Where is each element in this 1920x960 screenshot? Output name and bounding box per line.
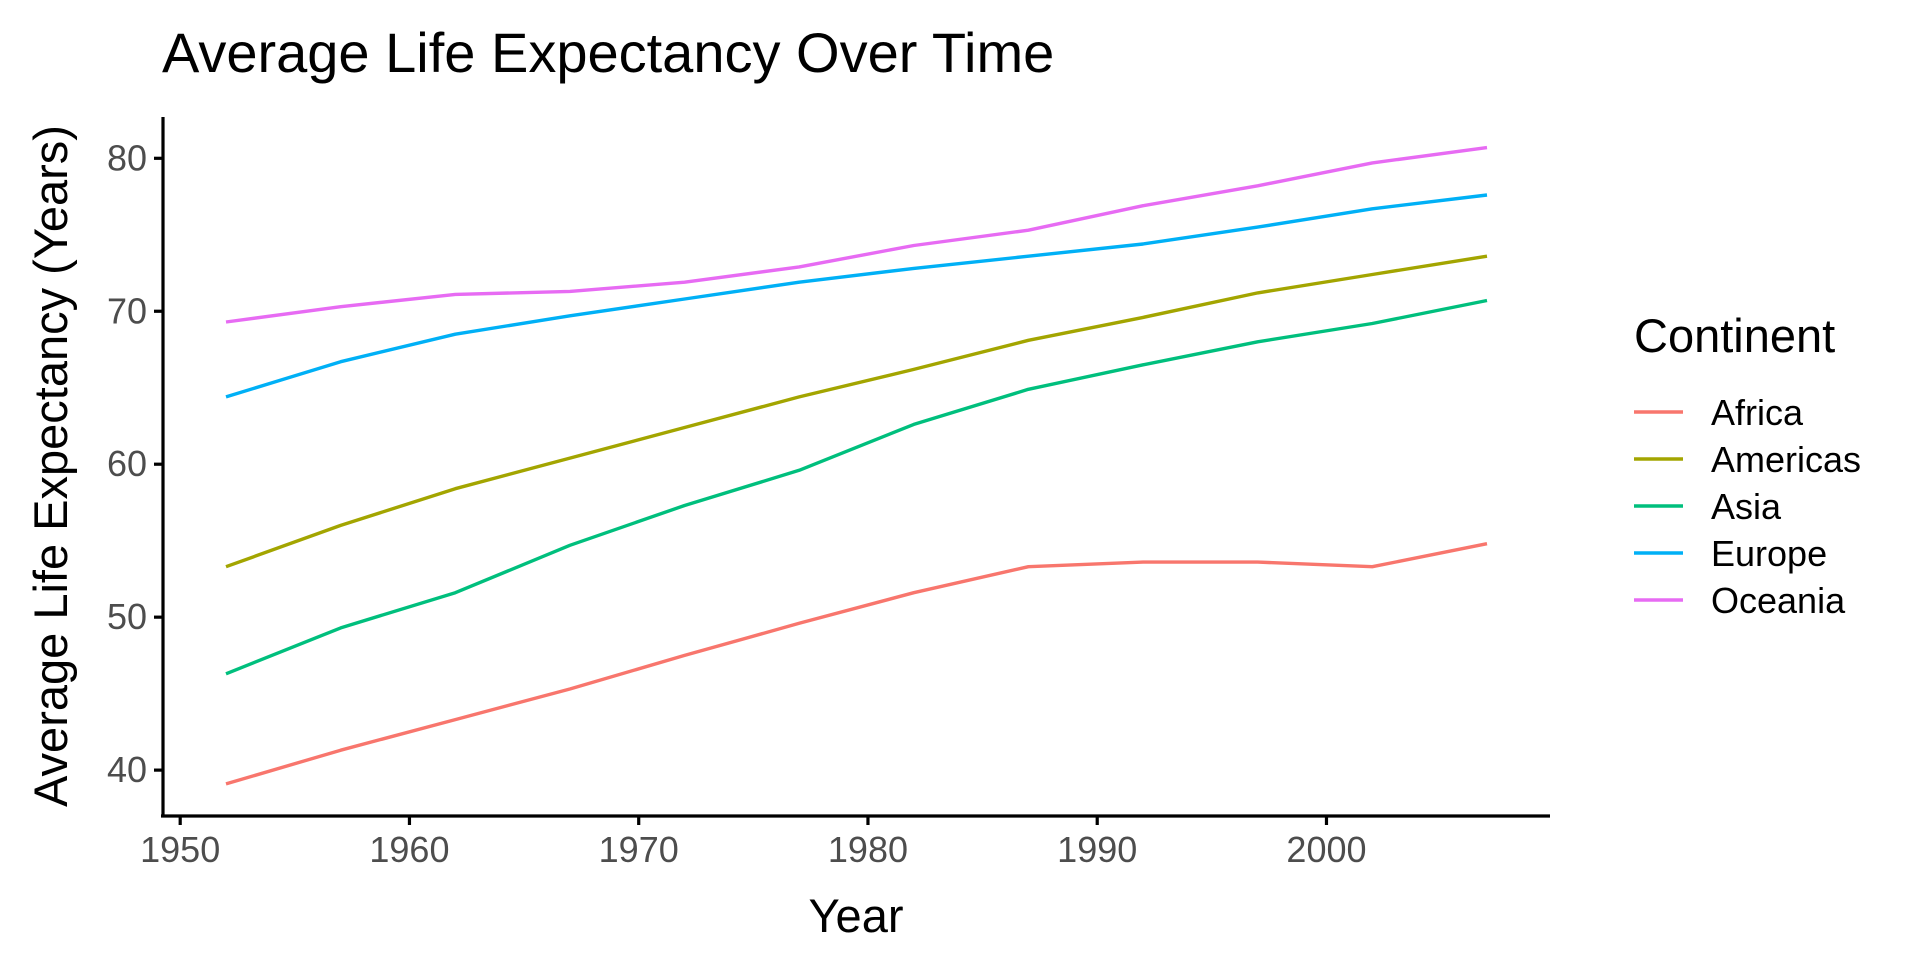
legend-label-americas: Americas	[1711, 439, 1861, 480]
x-tick-label: 2000	[1286, 829, 1366, 870]
x-tick-label: 1970	[599, 829, 679, 870]
legend-label-oceania: Oceania	[1711, 580, 1846, 621]
x-tick-label: 1980	[828, 829, 908, 870]
x-axis-title: Year	[809, 889, 904, 942]
legend-label-asia: Asia	[1711, 486, 1782, 527]
series-line-oceania	[225, 145, 1488, 324]
y-tick-label: 70	[107, 290, 147, 331]
x-tick-label: 1990	[1057, 829, 1137, 870]
series-line-asia	[225, 298, 1488, 676]
chart-title: Average Life Expectancy Over Time	[162, 21, 1054, 84]
series-line-americas	[225, 254, 1488, 569]
y-axis-title: Average Life Expectancy (Years)	[24, 125, 77, 807]
series-line-africa	[225, 542, 1488, 786]
series-line-europe	[225, 193, 1488, 399]
legend-title: Continent	[1634, 309, 1835, 362]
y-tick-label: 40	[107, 749, 147, 790]
x-tick-label: 1950	[140, 829, 220, 870]
y-axis-ticks: 40 50 60 70 80	[107, 137, 163, 790]
legend-label-africa: Africa	[1711, 392, 1804, 433]
y-tick-label: 80	[107, 137, 147, 178]
x-tick-label: 1960	[369, 829, 449, 870]
legend-label-europe: Europe	[1711, 533, 1827, 574]
y-tick-label: 50	[107, 596, 147, 637]
legend-items: Africa Americas Asia Europe Oceania	[1634, 392, 1861, 621]
x-axis-ticks: 1950 1960 1970 1980 1990 2000	[140, 816, 1367, 870]
y-tick-label: 60	[107, 443, 147, 484]
legend: Continent Africa Americas Asia Europe Oceani…	[1634, 309, 1861, 621]
plot-area	[225, 145, 1488, 786]
